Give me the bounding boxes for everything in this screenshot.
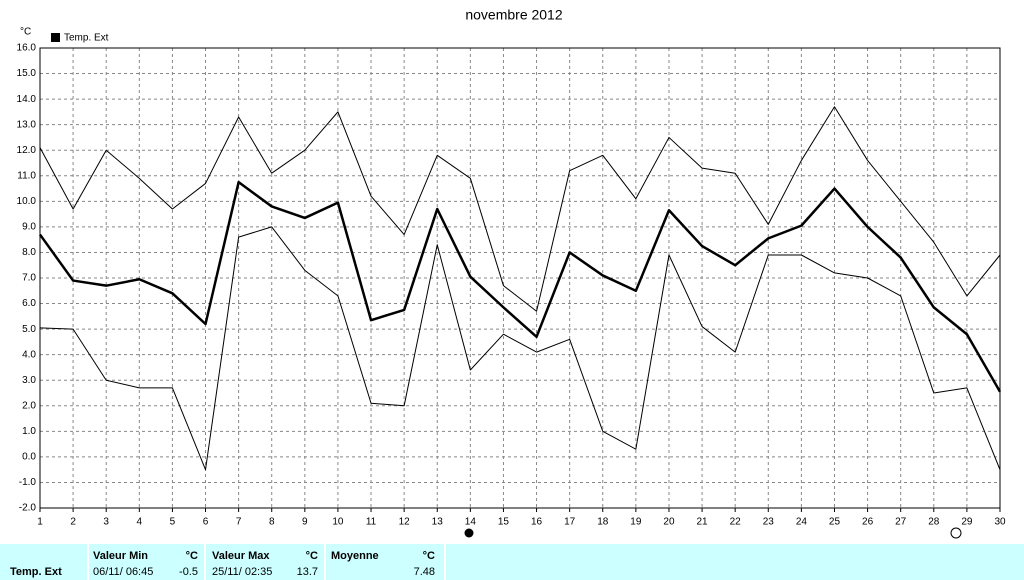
table-bg	[0, 544, 1024, 580]
x-tick-label: 22	[730, 517, 742, 528]
x-tick-label: 3	[103, 517, 109, 528]
table-header: Moyenne	[331, 550, 379, 562]
table-cell: 13.7	[297, 566, 318, 578]
table-header: °C	[306, 550, 318, 562]
x-tick-label: 25	[829, 517, 841, 528]
x-tick-label: 24	[796, 517, 808, 528]
series-line	[39, 226, 1001, 471]
plot-border	[39, 47, 1001, 509]
x-tick-label: 9	[302, 517, 308, 528]
y-tick-label: 14.0	[17, 94, 37, 105]
x-tick-label: 23	[763, 517, 775, 528]
table-cell: 25/11/ 02:35	[212, 566, 272, 578]
x-tick-label: 1	[37, 517, 43, 528]
x-tick-label: 15	[498, 517, 510, 528]
y-tick-label: 15.0	[17, 68, 37, 79]
x-tick-label: 10	[332, 517, 344, 528]
table-header: Valeur Max	[212, 550, 270, 562]
table-header: °C	[423, 550, 435, 562]
y-tick-label: 12.0	[17, 145, 37, 156]
x-tick-label: 8	[269, 517, 275, 528]
x-tick-label: 14	[465, 517, 477, 528]
x-tick-label: 16	[531, 517, 543, 528]
legend-label: Temp. Ext	[64, 33, 109, 44]
chart-title: novembre 2012	[465, 7, 563, 23]
y-tick-label: 9.0	[22, 222, 36, 233]
series-line	[38, 180, 1002, 393]
y-tick-label: 3.0	[22, 375, 36, 386]
table-header: Valeur Min	[93, 550, 148, 562]
legend-swatch	[51, 33, 60, 42]
y-tick-label: 5.0	[22, 324, 36, 335]
x-tick-label: 29	[961, 517, 973, 528]
table-cell: -0.5	[179, 566, 198, 578]
y-tick-label: -1.0	[19, 477, 37, 488]
x-tick-label: 12	[399, 517, 411, 528]
x-tick-label: 5	[170, 517, 176, 528]
y-tick-label: 0.0	[22, 452, 36, 463]
x-tick-label: 11	[366, 517, 377, 528]
table-cell: 7.48	[414, 566, 435, 578]
y-tick-label: 7.0	[22, 273, 36, 284]
moon-icon	[950, 527, 962, 539]
x-tick-label: 2	[70, 517, 76, 528]
x-tick-label: 4	[137, 517, 143, 528]
x-tick-label: 27	[895, 517, 907, 528]
moon-icon	[464, 528, 474, 538]
y-tick-label: 6.0	[22, 298, 36, 309]
table-cell: Temp. Ext	[10, 566, 62, 578]
y-unit: °C	[20, 27, 31, 38]
x-tick-label: 18	[597, 517, 609, 528]
x-tick-label: 13	[432, 517, 444, 528]
y-tick-label: 13.0	[17, 119, 37, 130]
y-tick-label: 4.0	[22, 349, 36, 360]
y-tick-label: 10.0	[17, 196, 37, 207]
x-tick-label: 30	[994, 517, 1006, 528]
x-tick-label: 7	[236, 517, 242, 528]
table-cell: 06/11/ 06:45	[93, 566, 153, 578]
x-tick-label: 17	[564, 517, 576, 528]
x-tick-label: 6	[203, 517, 209, 528]
y-tick-label: 2.0	[22, 400, 36, 411]
y-tick-label: 16.0	[17, 43, 37, 54]
y-tick-label: 11.0	[17, 170, 36, 181]
x-tick-label: 28	[928, 517, 940, 528]
series-line	[39, 106, 1001, 312]
y-tick-label: -2.0	[19, 503, 37, 514]
x-tick-label: 20	[663, 517, 675, 528]
y-tick-label: 1.0	[22, 426, 36, 437]
x-tick-label: 21	[697, 517, 709, 528]
x-tick-label: 19	[630, 517, 642, 528]
x-tick-label: 26	[862, 517, 874, 528]
table-header: °C	[186, 550, 198, 562]
y-tick-label: 8.0	[22, 247, 36, 258]
